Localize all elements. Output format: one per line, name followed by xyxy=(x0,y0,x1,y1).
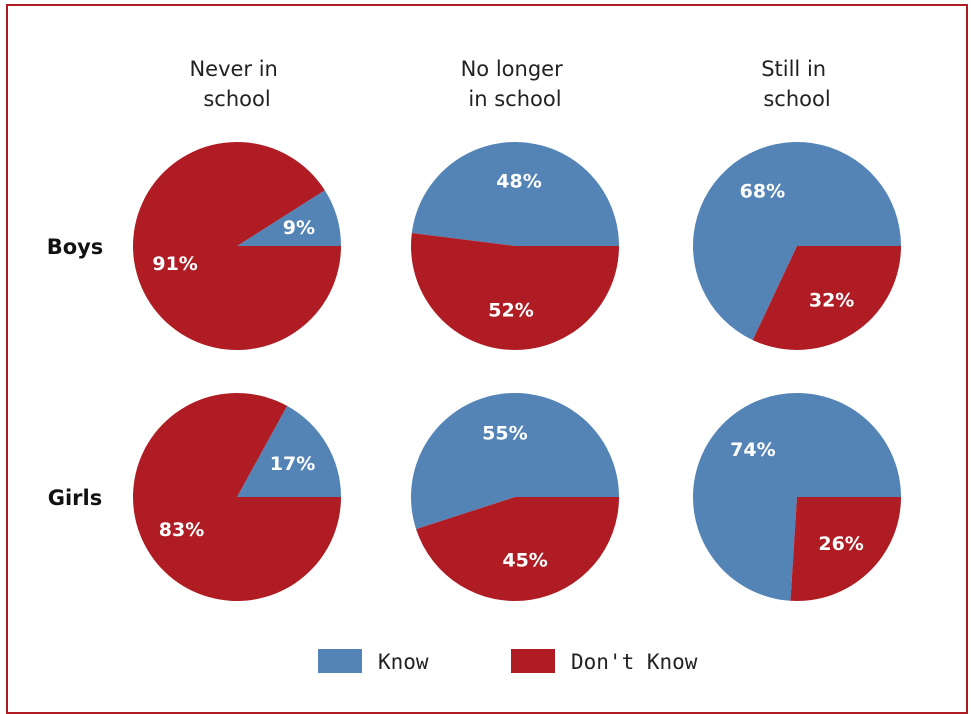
column-title-still-in-school: Still in school xyxy=(761,57,833,111)
pie-slice-don-t-know xyxy=(411,232,619,351)
pie-data-label-don-t-know: 83% xyxy=(159,519,204,541)
pie-data-label-don-t-know: 45% xyxy=(502,550,547,572)
pie-slice-know xyxy=(411,393,619,530)
pie-girls-col-0: 17% 83% xyxy=(133,392,341,601)
column-title-no-longer-in-school: No longer in school xyxy=(461,57,570,111)
pie-slice-don-t-know xyxy=(416,497,619,602)
column-title-never-in-school: Never in school xyxy=(189,57,284,111)
pie-boys-col-2: 68% 32% xyxy=(692,141,901,350)
legend-label-know: Know xyxy=(378,650,429,674)
pie-data-label-know: 17% xyxy=(270,453,315,475)
row-label-boys: Boys xyxy=(47,235,104,259)
legend: Know Don't Know xyxy=(318,649,698,674)
pie-data-label-know: 68% xyxy=(740,181,785,203)
column-title-line: school xyxy=(203,87,270,111)
column-title-line: school xyxy=(763,87,830,111)
pie-data-label-don-t-know: 26% xyxy=(818,533,863,555)
column-title-line: in school xyxy=(468,87,561,111)
row-label-girls: Girls xyxy=(48,486,103,510)
pie-boys-col-0: 9% 91% xyxy=(133,141,341,350)
pie-slice-know xyxy=(693,392,901,601)
pie-data-label-don-t-know: 52% xyxy=(488,299,533,321)
pie-slice-know xyxy=(692,141,901,341)
legend-label-dont-know: Don't Know xyxy=(571,650,698,674)
pie-girls-col-2: 74% 26% xyxy=(693,392,901,601)
pie-data-label-know: 74% xyxy=(730,439,775,461)
pie-girls-col-1: 55% 45% xyxy=(411,393,619,602)
legend-swatch-know xyxy=(318,649,362,673)
legend-swatch-dont-know xyxy=(511,649,555,673)
pies-group: 9% 91% 48% 52% 68% 32% 17% 83% 55% 45% 74% 26% xyxy=(133,141,901,602)
pie-data-label-know: 55% xyxy=(482,422,527,444)
pie-data-label-know: 9% xyxy=(283,217,315,239)
column-title-line: Never in xyxy=(189,57,277,81)
pie-data-label-know: 48% xyxy=(496,171,541,193)
pie-slice-don-t-know xyxy=(752,246,901,350)
pie-slice-know xyxy=(237,190,341,246)
pie-slice-know xyxy=(411,142,619,246)
pie-slice-don-t-know xyxy=(790,497,901,601)
column-title-line: Still in xyxy=(761,57,826,81)
pie-data-label-don-t-know: 32% xyxy=(809,289,854,311)
pie-data-label-don-t-know: 91% xyxy=(152,253,197,275)
column-title-line: No longer xyxy=(461,57,563,81)
pie-slice-know xyxy=(237,405,341,497)
pie-slice-don-t-know xyxy=(133,141,341,350)
pie-boys-col-1: 48% 52% xyxy=(411,142,619,351)
pie-slice-don-t-know xyxy=(133,392,341,601)
